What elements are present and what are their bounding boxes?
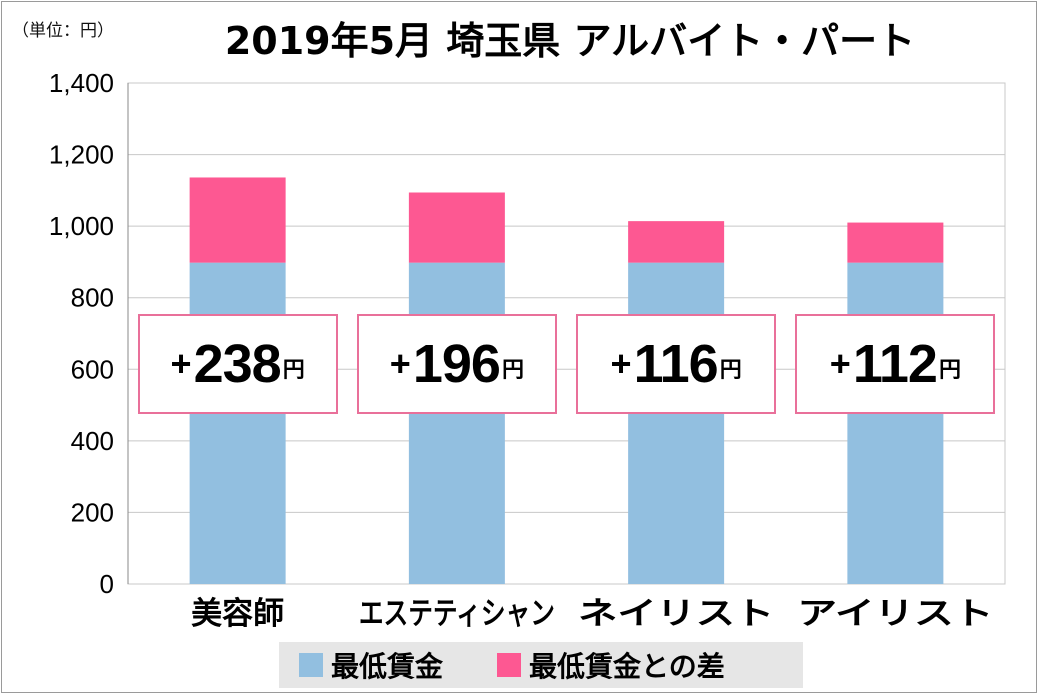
- diff-value: 112: [852, 334, 938, 394]
- diff-unit: 円: [501, 358, 524, 383]
- diff-unit: 円: [719, 358, 742, 383]
- bar-base: [847, 262, 944, 584]
- bar-diff: [189, 177, 286, 263]
- legend-label-diff: 最低賃金との差: [529, 650, 725, 683]
- diff-unit: 円: [282, 358, 305, 383]
- y-tick-label: 1,400: [49, 68, 114, 98]
- diff-value: 116: [633, 334, 719, 394]
- legend-item-diff: 最低賃金との差: [497, 645, 725, 685]
- y-tick-label: 0: [100, 569, 114, 599]
- x-tick-label: ネイリスト: [578, 596, 774, 632]
- bar-base: [408, 262, 505, 584]
- diff-annotation: +196 円: [356, 314, 557, 414]
- diff-value: 196: [412, 334, 501, 394]
- bar-diff: [847, 222, 944, 263]
- bar-base: [189, 262, 286, 584]
- x-tick-label: アイリスト: [797, 596, 993, 632]
- chart-title: 2019年5月 埼玉県 アルバイト・パート: [224, 19, 916, 63]
- legend-label-base: 最低賃金: [331, 650, 444, 683]
- legend-item-base: 最低賃金: [299, 645, 443, 685]
- diff-annotation: +238 円: [137, 314, 338, 414]
- y-tick-label: 400: [71, 426, 114, 456]
- diff-annotation: +112 円: [795, 314, 996, 414]
- y-tick-label: 800: [71, 283, 114, 313]
- diff-value: 238: [193, 334, 282, 394]
- y-tick-label: 200: [71, 497, 114, 527]
- legend: 最低賃金 最低賃金との差: [279, 642, 803, 688]
- diff-unit: 円: [938, 358, 961, 383]
- diff-plus-sign: +: [829, 343, 851, 384]
- diff-plus-sign: +: [170, 343, 192, 384]
- x-tick-label: 美容師: [191, 596, 284, 632]
- y-tick-label: 1,200: [49, 140, 114, 170]
- diff-plus-sign: +: [389, 343, 411, 384]
- diff-plus-sign: +: [610, 343, 632, 384]
- y-tick-label: 600: [71, 354, 114, 384]
- y-tick-label: 1,000: [49, 211, 114, 241]
- bar-diff: [628, 221, 725, 263]
- bar-diff: [408, 192, 505, 263]
- legend-swatch-base: [299, 653, 323, 677]
- bar-base: [628, 262, 725, 584]
- legend-swatch-diff: [497, 653, 522, 677]
- x-tick-label: エステティシャン: [359, 596, 555, 632]
- diff-annotation: +116 円: [576, 314, 777, 414]
- unit-label: （単位：円）: [12, 21, 114, 41]
